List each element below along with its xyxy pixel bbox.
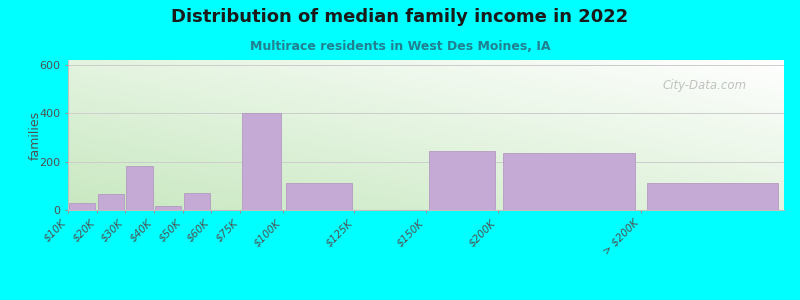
Bar [503, 153, 635, 210]
Y-axis label: families: families [29, 110, 42, 160]
Bar [242, 113, 281, 210]
Bar [126, 167, 153, 210]
Bar [69, 203, 95, 210]
Text: City-Data.com: City-Data.com [662, 79, 746, 92]
Text: Distribution of median family income in 2022: Distribution of median family income in … [171, 8, 629, 26]
Bar [98, 194, 124, 210]
Bar [286, 183, 351, 210]
Bar [184, 193, 210, 210]
Bar [646, 183, 778, 210]
Bar [155, 206, 182, 210]
Text: Multirace residents in West Des Moines, IA: Multirace residents in West Des Moines, … [250, 40, 550, 53]
Bar [429, 151, 494, 210]
